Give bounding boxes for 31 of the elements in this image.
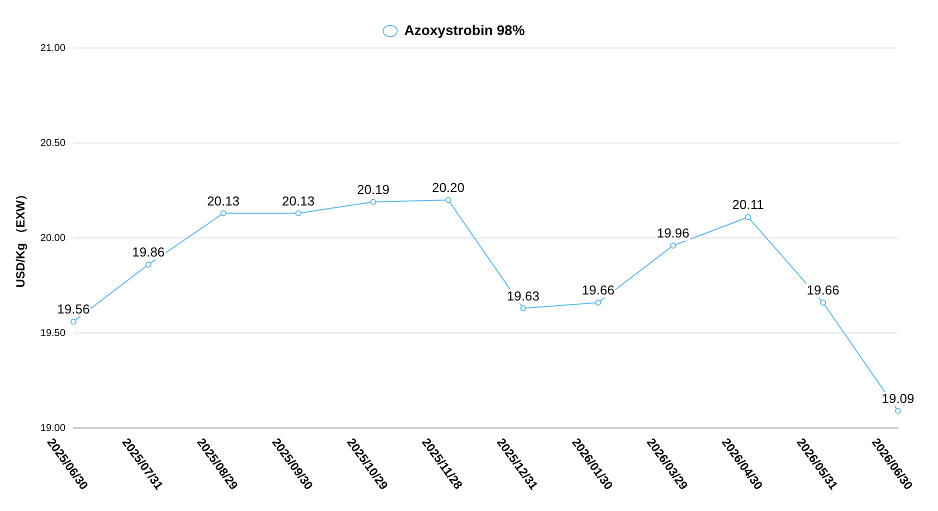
y-axis-title: USD/Kg （EXW） [14,188,28,288]
data-label: 19.66 [806,282,840,298]
point [220,210,226,216]
point [670,242,676,249]
data-label: 19.56 [57,302,90,317]
data-label: 20.13 [207,193,240,208]
y-tick-label: 20.00 [40,232,66,244]
point [370,198,376,205]
data-label: 20.11 [732,197,764,212]
y-tick-label: 20.50 [40,138,66,149]
data-label: 19.63 [506,288,540,304]
point [595,300,602,306]
data-label: 19.66 [582,282,614,298]
y-tick-label: 21.00 [40,42,66,54]
point [445,197,452,203]
y-tick-label: 19.50 [40,328,66,339]
y-tick-label: 19.00 [40,422,66,434]
point [820,300,826,306]
data-label: 19.96 [656,226,690,241]
point [295,210,302,216]
point [745,214,752,220]
data-label: 19.86 [132,244,165,260]
data-label: 20.19 [356,182,390,197]
legend-label: Azoxystrobin 98% [404,22,526,38]
point [895,408,901,414]
data-label: 20.13 [282,193,315,208]
point [145,262,152,268]
data-label: 19.09 [882,390,914,406]
point [70,318,76,325]
point [520,305,526,312]
data-label: 20.20 [432,180,465,196]
